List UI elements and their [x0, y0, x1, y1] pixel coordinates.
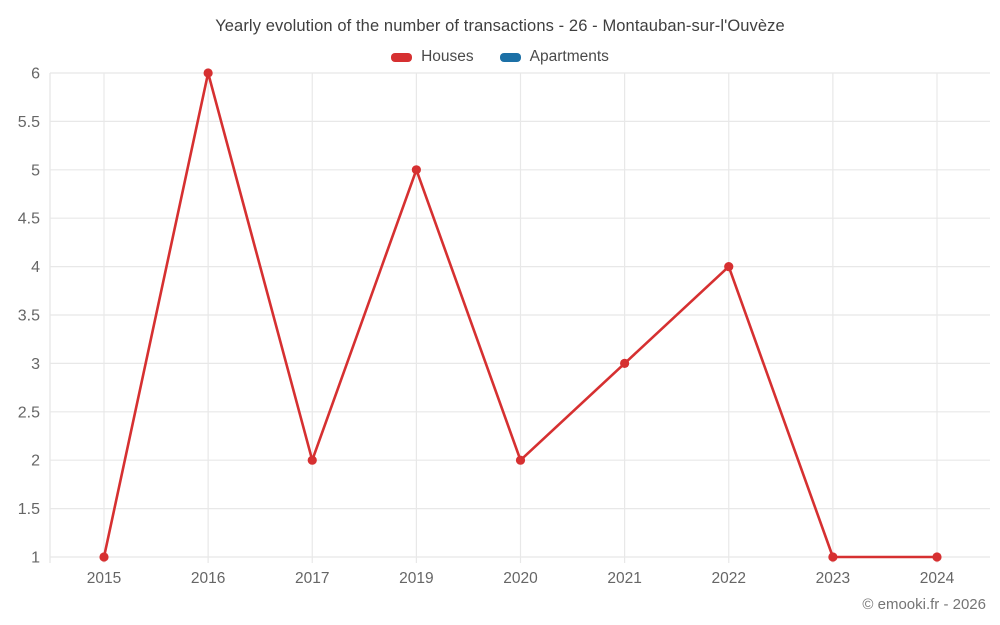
- chart-title: Yearly evolution of the number of transa…: [215, 17, 785, 35]
- data-point-houses-2024[interactable]: [932, 552, 942, 562]
- legend-item-apartments[interactable]: Apartments: [499, 48, 609, 66]
- copyright-credit: © emooki.fr - 2026: [862, 596, 986, 613]
- data-point-houses-2021[interactable]: [620, 358, 630, 368]
- y-tick-label: 1.5: [18, 501, 40, 518]
- data-point-houses-2015[interactable]: [99, 552, 109, 562]
- x-tick-label: 2023: [816, 570, 850, 587]
- legend-item-houses[interactable]: Houses: [391, 48, 474, 66]
- apartments-legend-swatch-icon: [499, 52, 521, 62]
- y-tick-label: 3: [31, 356, 40, 373]
- data-point-houses-2016[interactable]: [203, 68, 213, 78]
- houses-legend-label: Houses: [421, 48, 474, 65]
- x-tick-label: 2020: [503, 570, 538, 587]
- y-tick-label: 4.5: [18, 211, 40, 228]
- data-point-houses-2022[interactable]: [724, 262, 734, 272]
- y-tick-label: 3.5: [18, 308, 40, 325]
- data-point-houses-2023[interactable]: [828, 552, 838, 562]
- y-tick-label: 2: [31, 453, 40, 470]
- x-tick-label: 2015: [87, 570, 121, 587]
- y-tick-label: 6: [31, 66, 40, 83]
- y-tick-label: 5.5: [18, 114, 40, 131]
- x-tick-label: 2022: [712, 570, 746, 587]
- data-point-houses-2017[interactable]: [307, 455, 317, 465]
- x-tick-label: 2019: [399, 570, 433, 587]
- y-tick-label: 2.5: [18, 404, 40, 421]
- houses-legend-swatch-icon: [391, 52, 413, 62]
- x-tick-label: 2024: [920, 570, 955, 587]
- y-tick-label: 1: [31, 550, 40, 567]
- x-tick-label: 2017: [295, 570, 329, 587]
- y-tick-label: 5: [31, 162, 40, 179]
- apartments-legend-label: Apartments: [529, 48, 609, 65]
- legend: Houses Apartments: [0, 46, 1000, 68]
- x-tick-label: 2016: [191, 570, 225, 587]
- y-tick-label: 4: [31, 259, 40, 276]
- data-point-houses-2020[interactable]: [515, 455, 526, 465]
- data-point-houses-2019[interactable]: [411, 165, 421, 175]
- x-tick-label: 2021: [607, 570, 641, 587]
